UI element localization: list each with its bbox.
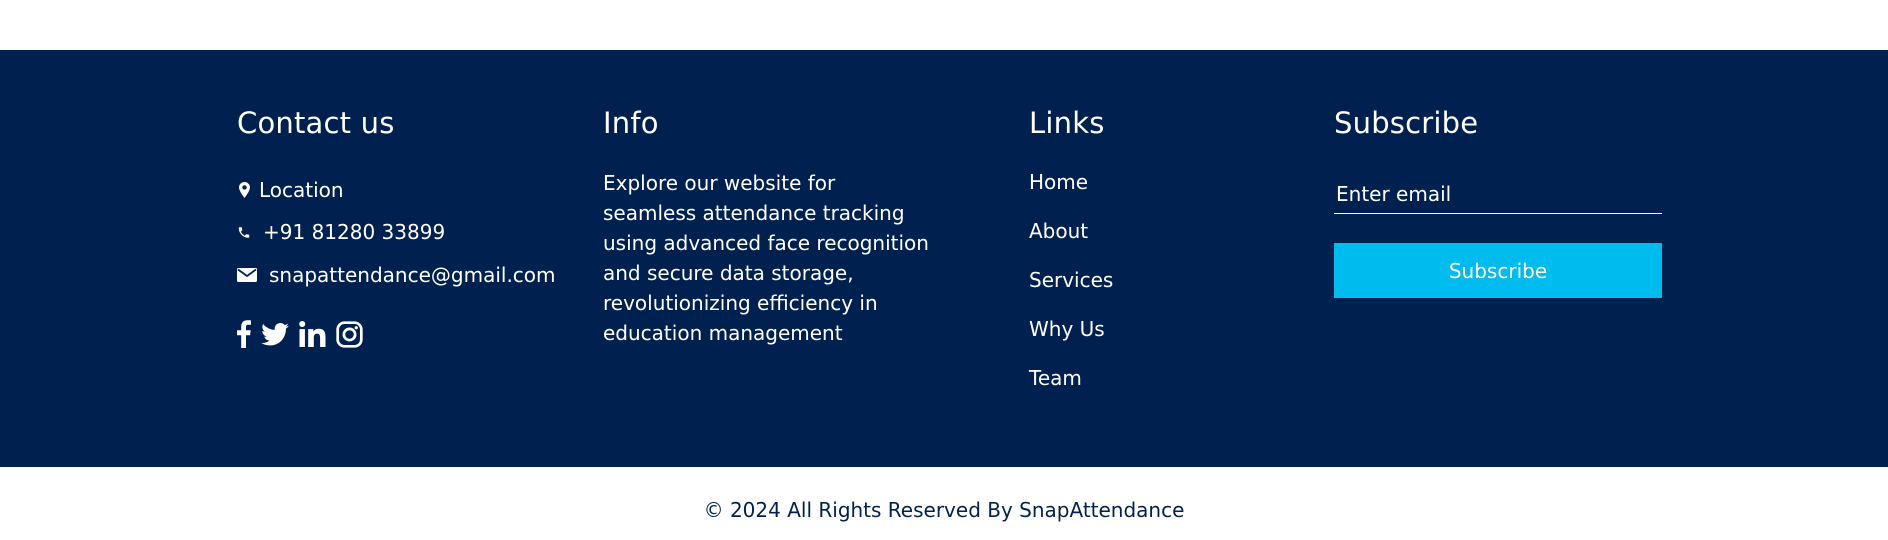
subscribe-title: Subscribe [1334, 106, 1479, 140]
copyright-text: © 2024 All Rights Reserved By SnapAttend… [703, 498, 1185, 522]
link-about[interactable]: About [1029, 219, 1089, 243]
email-input[interactable] [1334, 174, 1662, 214]
footer: Contact us Location +91 81280 33899 [0, 50, 1888, 467]
contact-email[interactable]: snapattendance@gmail.com [237, 263, 556, 287]
top-strip [0, 0, 1888, 50]
social-links [237, 319, 363, 349]
contact-location[interactable]: Location [237, 178, 344, 202]
link-team[interactable]: Team [1029, 366, 1082, 390]
instagram-icon[interactable] [336, 319, 363, 349]
subscribe-button[interactable]: Subscribe [1334, 243, 1662, 298]
contact-title: Contact us [237, 106, 395, 140]
link-home[interactable]: Home [1029, 170, 1089, 194]
phone-icon [237, 225, 251, 240]
location-text: Location [259, 178, 344, 202]
facebook-icon[interactable] [237, 319, 251, 349]
info-title: Info [603, 106, 659, 140]
email-text: snapattendance@gmail.com [269, 263, 556, 287]
link-why-us[interactable]: Why Us [1029, 317, 1105, 341]
contact-phone[interactable]: +91 81280 33899 [237, 220, 445, 244]
envelope-icon [237, 268, 257, 282]
linkedin-icon[interactable] [299, 319, 326, 349]
twitter-icon[interactable] [261, 319, 289, 349]
info-text: Explore our website for seamless attenda… [603, 171, 929, 345]
phone-text: +91 81280 33899 [263, 220, 446, 244]
link-services[interactable]: Services [1029, 268, 1114, 292]
links-title: Links [1029, 106, 1105, 140]
map-marker-icon [237, 182, 251, 198]
